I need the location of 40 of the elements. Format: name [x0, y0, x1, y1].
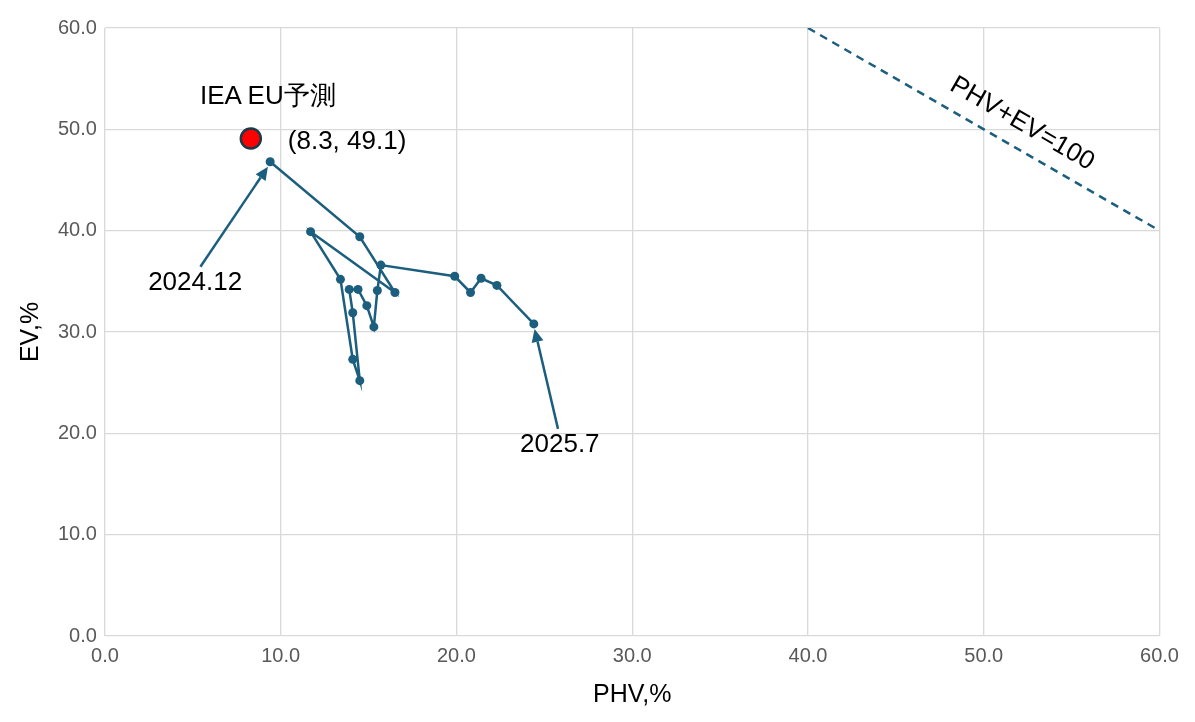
point [306, 227, 316, 237]
point [355, 376, 365, 386]
point [353, 284, 363, 294]
point [369, 322, 379, 332]
x-tick-label: 20.0 [436, 643, 476, 666]
point [476, 273, 486, 283]
point [390, 287, 400, 297]
point [348, 354, 358, 364]
annotation: 2024.12 [148, 265, 243, 296]
point [362, 301, 372, 311]
point [335, 274, 345, 284]
x-tick-label: 50.0 [964, 643, 1004, 666]
point [265, 157, 275, 167]
point [372, 285, 382, 295]
data-label: (8.3, 49.1) [287, 124, 407, 155]
annotation: 2025.7 [520, 428, 600, 459]
x-tick-label: 40.0 [788, 643, 828, 666]
point [355, 232, 365, 242]
x-tick-label: 10.0 [261, 643, 301, 666]
y-axis-title: EV,% [14, 301, 43, 363]
point [529, 319, 539, 329]
y-tick-label: 50.0 [57, 116, 97, 139]
y-tick-label: 30.0 [57, 319, 97, 342]
y-tick-label: 10.0 [57, 522, 97, 545]
y-tick-label: 40.0 [57, 218, 97, 241]
point [376, 260, 386, 270]
point [239, 127, 263, 150]
y-tick-label: 0.0 [69, 623, 97, 646]
point [348, 308, 358, 318]
y-tick-label: 60.0 [57, 15, 97, 38]
x-tick-label: 0.0 [91, 643, 119, 666]
point [492, 280, 502, 290]
series-label: IEA EU予測 [199, 79, 336, 110]
x-axis-title: PHV,% [593, 678, 672, 707]
y-tick-label: 20.0 [57, 420, 97, 443]
x-tick-label: 30.0 [612, 643, 652, 666]
point [344, 284, 354, 294]
point [466, 287, 476, 297]
x-tick-label: 60.0 [1140, 643, 1180, 666]
point [450, 271, 460, 281]
